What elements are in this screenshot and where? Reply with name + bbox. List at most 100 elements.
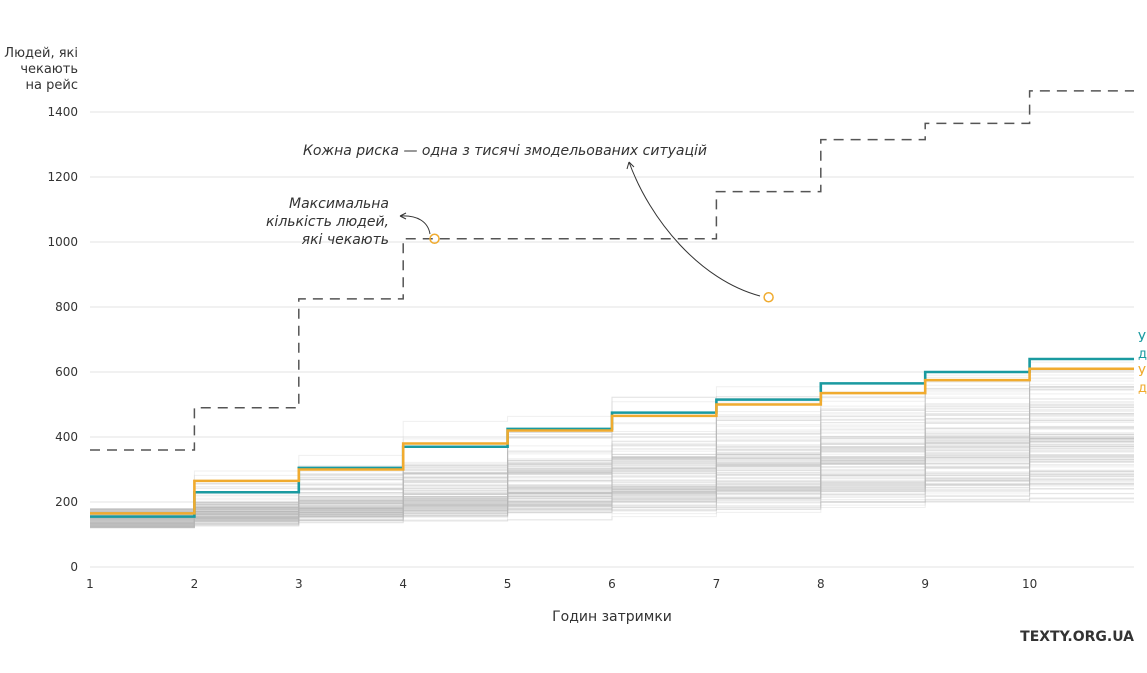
simulation-line <box>90 403 1134 522</box>
simulation-line <box>90 461 1134 516</box>
simulation-line <box>90 445 1134 524</box>
simulation-line <box>90 472 1134 529</box>
legend-teal-2: д <box>1138 347 1147 362</box>
y-tick-label: 1200 <box>47 170 78 184</box>
simulation-line <box>90 436 1134 510</box>
x-axis-label: Годин затримки <box>552 609 672 625</box>
simulation-line <box>90 434 1134 527</box>
x-tick-label: 7 <box>713 577 721 591</box>
simulation-line <box>90 454 1134 521</box>
simulation-line <box>90 478 1134 529</box>
simulation-line <box>90 407 1134 527</box>
simulation-line <box>90 383 1134 524</box>
simulation-line <box>90 455 1134 514</box>
y-tick-label: 200 <box>55 495 78 509</box>
simulation-line <box>90 464 1134 516</box>
simulation-line <box>90 406 1134 522</box>
simulation-line <box>90 393 1134 514</box>
simulation-line <box>90 485 1134 520</box>
simulation-line <box>90 413 1134 513</box>
simulation-line <box>90 406 1134 524</box>
simulation-line <box>90 473 1134 516</box>
simulation-line <box>90 456 1134 519</box>
simulation-line <box>90 389 1134 511</box>
simulation-line <box>90 410 1134 523</box>
simulation-line <box>90 417 1134 513</box>
simulation-line <box>90 443 1134 510</box>
simulation-line <box>90 460 1134 510</box>
annotation-sims-marker <box>763 292 774 303</box>
simulation-line <box>90 404 1134 519</box>
simulation-line <box>90 425 1134 514</box>
simulation-line <box>90 409 1134 514</box>
simulation-line <box>90 442 1134 511</box>
x-tick-label: 10 <box>1022 577 1037 591</box>
simulation-line <box>90 426 1134 518</box>
simulation-line <box>90 428 1134 525</box>
simulation-line <box>90 412 1134 524</box>
simulation-line <box>90 434 1134 513</box>
x-tick-label: 8 <box>817 577 825 591</box>
simulation-line <box>90 445 1134 526</box>
simulation-line <box>90 437 1134 514</box>
simulation-line <box>90 434 1134 525</box>
simulation-line <box>90 414 1134 519</box>
legend-orange-2: д <box>1138 381 1147 396</box>
simulation-line <box>90 449 1134 527</box>
simulation-line <box>90 437 1134 510</box>
simulation-line <box>90 479 1134 522</box>
annotation-max-line-2: кількість людей, <box>266 214 389 230</box>
simulation-line <box>90 445 1134 524</box>
annotation-max-line-1: Максимальна <box>289 196 389 212</box>
simulation-line <box>90 482 1134 514</box>
simulation-line <box>90 427 1134 512</box>
annotation-max-arrowhead <box>399 212 407 220</box>
simulation-line <box>90 401 1134 520</box>
simulation-line <box>90 458 1134 526</box>
simulation-line <box>90 472 1134 523</box>
simulation-line <box>90 488 1134 525</box>
simulation-line <box>90 497 1134 529</box>
y-tick-label: 400 <box>55 430 78 444</box>
y-tick-label: 800 <box>55 300 78 314</box>
annotation-sims-text: Кожна риска — одна з тисячі змодельовани… <box>303 143 707 159</box>
simulation-line <box>90 446 1134 511</box>
simulation-line <box>90 438 1134 512</box>
simulation-line <box>90 470 1134 510</box>
simulation-line <box>90 476 1134 528</box>
legend-orange-1: У <box>1138 365 1146 380</box>
simulation-line <box>90 483 1134 526</box>
simulation-line <box>90 428 1134 511</box>
simulation-line <box>90 476 1134 528</box>
simulation-line <box>90 469 1134 528</box>
simulation-line <box>90 456 1134 520</box>
simulation-line <box>90 438 1134 521</box>
y-axis-label-line-1: Людей, які <box>4 46 78 61</box>
simulation-line <box>90 398 1134 514</box>
simulation-line <box>90 464 1134 515</box>
simulation-line <box>90 458 1134 515</box>
simulation-line <box>90 481 1134 526</box>
simulation-line <box>90 438 1134 511</box>
simulation-line <box>90 451 1134 513</box>
simulation-line <box>90 477 1134 519</box>
annotation-sims-arrowhead <box>626 161 635 170</box>
simulation-line <box>90 439 1134 520</box>
simulation-line <box>90 459 1134 529</box>
simulation-line <box>90 440 1134 517</box>
simulation-line <box>90 488 1134 523</box>
simulation-line <box>90 419 1134 526</box>
simulation-line <box>90 386 1134 516</box>
x-tick-label: 6 <box>608 577 616 591</box>
simulation-line <box>90 437 1134 527</box>
simulation-line <box>90 474 1134 524</box>
simulation-line <box>90 454 1134 525</box>
y-tick-label: 1400 <box>47 105 78 119</box>
x-tick-label: 3 <box>295 577 303 591</box>
y-axis-label-line-2: чекають <box>20 62 78 77</box>
legend: У д У д <box>1138 331 1147 396</box>
simulation-line <box>90 426 1134 519</box>
simulation-line <box>90 498 1134 526</box>
simulation-line <box>90 443 1134 518</box>
